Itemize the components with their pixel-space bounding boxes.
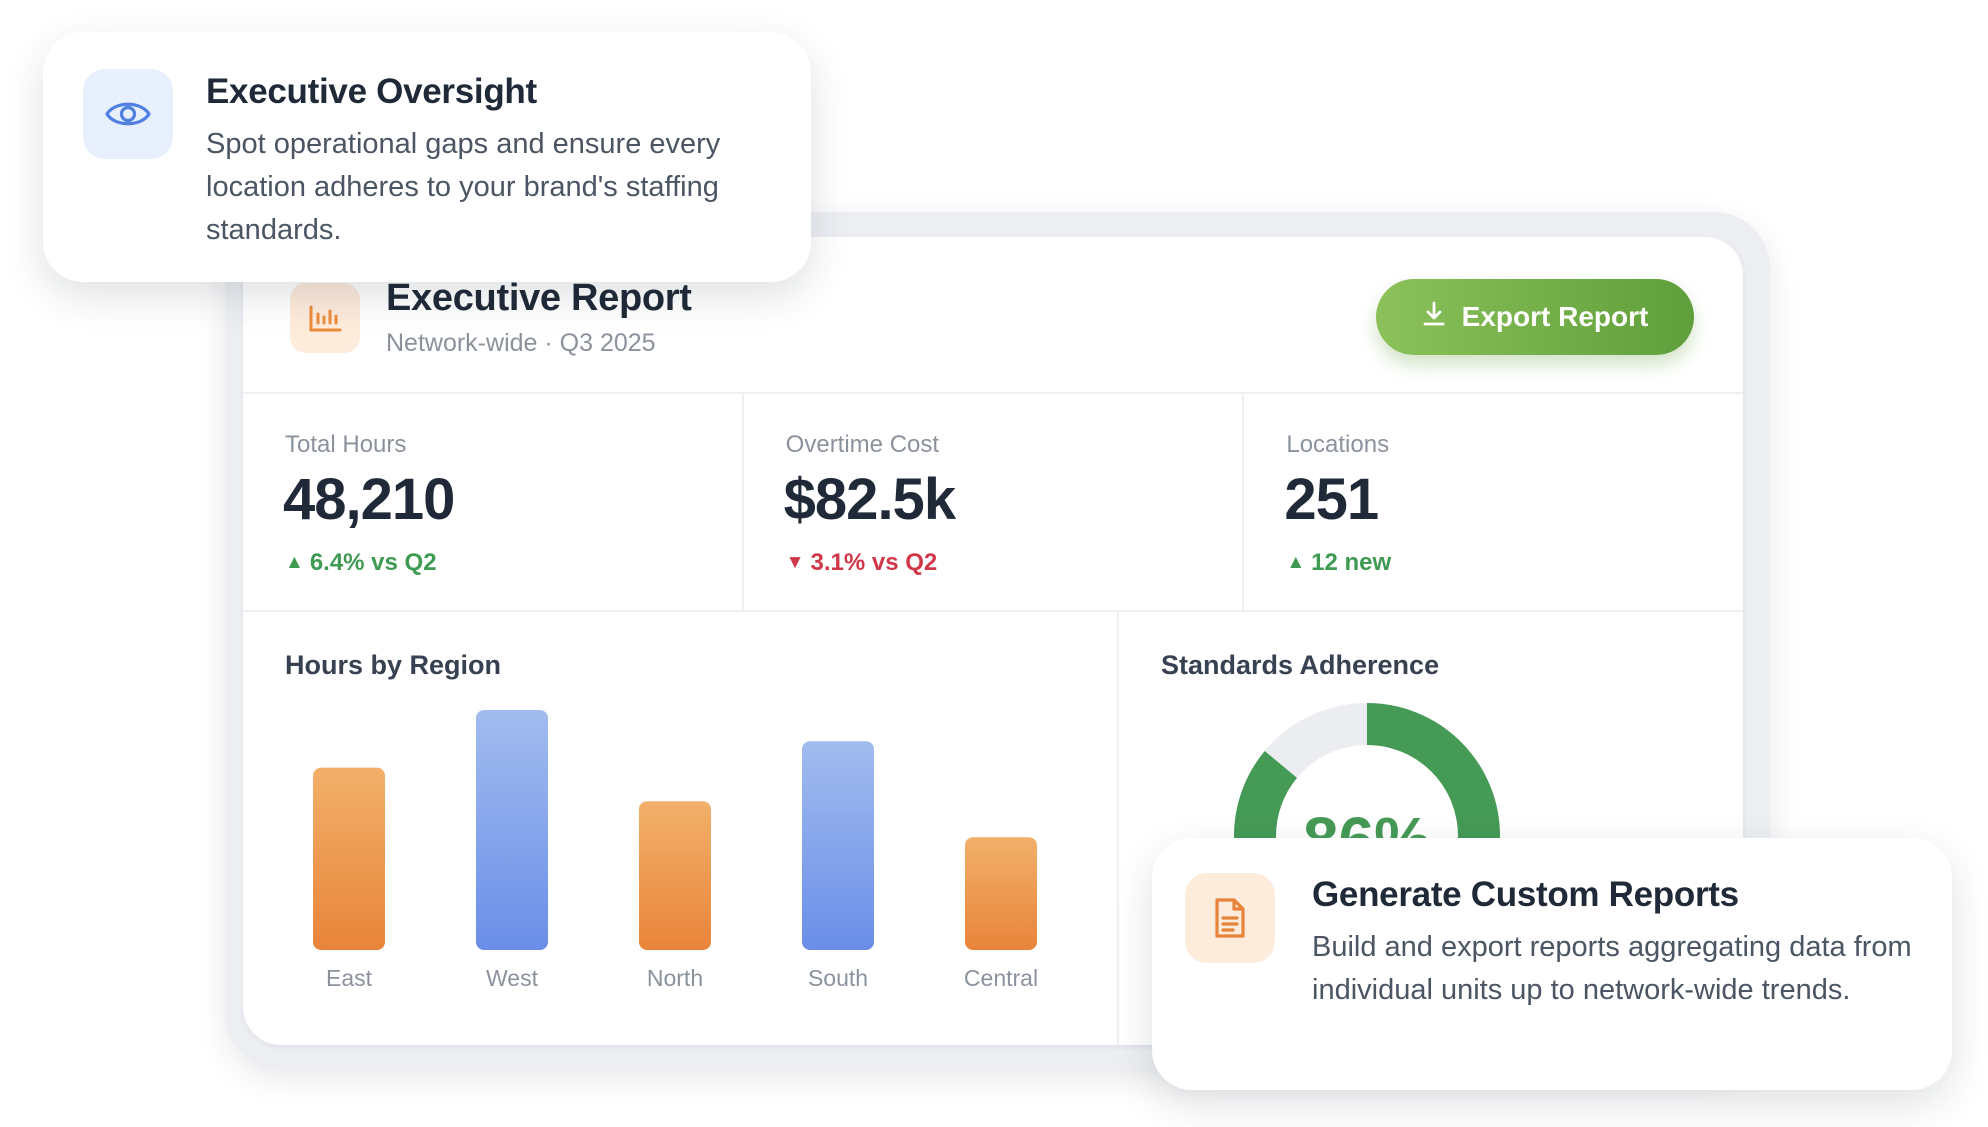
region-label: South [808,965,868,991]
stat-value: 48,210 [283,467,455,532]
bar-south [802,741,874,950]
callout-title: Generate Custom Reports [1312,875,1739,914]
bar-chart-icon [290,283,360,353]
trend-down-icon: ▼ [785,552,805,573]
region-label: West [486,965,539,991]
eye-icon [83,69,173,159]
adherence-title: Standards Adherence [1161,650,1440,680]
stat-overtime-cost: Overtime Cost $82.5k ▼ 3.1% vs Q2 [744,394,1245,610]
stat-delta-text: 6.4% vs Q2 [309,549,437,576]
trend-up-icon: ▲ [285,552,304,573]
document-icon [1185,873,1275,963]
hours-bar-chart: East West North South Central [313,710,1038,991]
region-label: North [647,965,703,991]
stats-row: Total Hours 48,210 ▲ 6.4% vs Q2 Overtime… [243,394,1743,612]
hours-by-region-panel: Hours by Region East West North South Centra… [243,610,1119,1045]
stat-label: Overtime Cost [785,431,940,458]
hours-chart-title: Hours by Region [285,650,502,680]
stat-total-hours: Total Hours 48,210 ▲ 6.4% vs Q2 [243,394,744,610]
bar-central [965,837,1037,950]
stat-value: $82.5k [783,467,956,532]
stat-locations: Locations 251 ▲ 12 new [1244,394,1743,610]
callout-body: Spot operational gaps and ensure every l… [206,128,721,246]
export-report-label: Export Report [1461,301,1649,332]
stat-delta-text: 3.1% vs Q2 [810,549,938,576]
report-header: Executive Report Network-wide · Q3 2025 … [243,237,1743,394]
bar-west [476,710,548,950]
stat-value: 251 [1284,467,1379,532]
stat-delta: ▼ 3.1% vs Q2 [786,549,938,577]
stat-label: Locations [1286,431,1390,458]
stat-label: Total Hours [285,431,407,458]
stat-delta: ▲ 6.4% vs Q2 [285,549,437,577]
callout-body: Build and export reports aggregating dat… [1312,931,1912,1006]
region-label: Central [964,965,1038,991]
bar-north [639,801,711,950]
trend-up-icon: ▲ [1286,552,1306,573]
region-label: East [326,965,373,991]
executive-oversight-callout: Executive Oversight Spot operational gap… [43,32,811,282]
custom-reports-callout: Generate Custom Reports Build and export… [1152,838,1952,1090]
bar-east [313,767,385,950]
report-subtitle: Network-wide · Q3 2025 [386,329,656,357]
stat-delta-text: 12 new [1311,549,1392,576]
export-report-button[interactable]: Export Report [1376,279,1694,355]
callout-title: Executive Oversight [206,72,537,111]
download-icon [1422,301,1446,334]
report-title: Executive Report [386,277,692,319]
stat-delta: ▲ 12 new [1286,549,1391,577]
